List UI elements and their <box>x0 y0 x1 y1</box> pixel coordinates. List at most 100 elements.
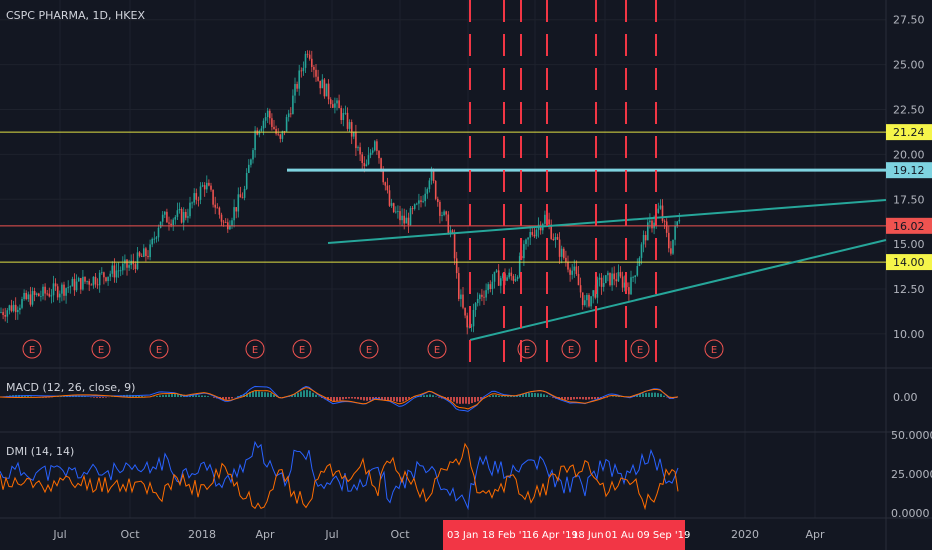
candle-body <box>285 117 288 132</box>
candle-body <box>42 286 44 297</box>
candle-body <box>571 270 573 275</box>
price-tick-label: 20.00 <box>893 148 925 161</box>
candle-body <box>71 278 74 287</box>
macd-bar <box>504 396 506 397</box>
macd-bar <box>99 397 101 398</box>
earnings-marker-label: E <box>98 345 104 356</box>
macd-bar <box>588 397 590 400</box>
candle-body <box>497 270 500 286</box>
macd-bar <box>30 396 32 397</box>
candle-body <box>245 172 248 189</box>
candle-body <box>69 286 72 288</box>
macd-bar <box>519 394 521 397</box>
macd-bar <box>324 397 326 400</box>
macd-bar <box>195 395 197 397</box>
candle-body <box>94 276 97 285</box>
macd-bar <box>141 395 143 397</box>
earnings-marker-label: E <box>252 345 258 356</box>
candle-body <box>82 276 84 290</box>
candle-body <box>567 261 569 270</box>
macd-bar <box>471 397 473 404</box>
candle-body <box>109 273 111 277</box>
candle-body <box>212 189 214 205</box>
candle-body <box>432 171 435 181</box>
candle-body <box>592 290 594 297</box>
candle-body <box>298 70 300 89</box>
macd-bar <box>432 395 434 397</box>
macd-bar <box>390 397 392 401</box>
candle-body <box>544 214 546 224</box>
earnings-icon <box>292 339 312 359</box>
candle-body <box>313 66 315 70</box>
candle-body <box>98 272 101 286</box>
candle-body <box>527 237 529 240</box>
candle-body <box>21 299 23 308</box>
price-tick-label: 27.50 <box>893 14 925 27</box>
candle-body <box>458 273 460 299</box>
macd-bar <box>435 396 437 397</box>
candle-body <box>308 54 311 59</box>
candle-body <box>239 194 242 198</box>
candle-body <box>145 248 147 257</box>
candles <box>0 50 681 335</box>
candle-body <box>0 312 2 313</box>
earnings-marker-label: E <box>568 345 574 356</box>
dmi-tick-label: 25.0000 <box>891 468 932 481</box>
candle-body <box>491 281 494 289</box>
candle-body <box>290 113 292 115</box>
earnings-icon <box>245 339 265 359</box>
candle-body <box>65 288 67 296</box>
candle-body <box>632 277 634 278</box>
candle-body <box>615 279 618 282</box>
candle-body <box>409 208 412 226</box>
candle-body <box>369 152 372 156</box>
candle-body <box>40 296 42 297</box>
candle-body <box>413 204 416 209</box>
candle-body <box>510 272 513 277</box>
candle-body <box>422 201 424 202</box>
macd-bar <box>567 397 569 400</box>
candle-body <box>281 131 284 139</box>
earnings-icon <box>704 339 724 359</box>
candle-body <box>665 221 668 233</box>
candle-body <box>241 197 244 199</box>
candle-body <box>19 307 21 310</box>
candle-body <box>397 211 399 212</box>
candle-body <box>607 272 609 276</box>
macd-bar <box>492 395 494 397</box>
candle-body <box>111 265 114 274</box>
macd-bar <box>255 390 257 397</box>
earnings-marker-label: E <box>637 345 643 356</box>
candle-body <box>579 285 582 293</box>
candle-body <box>439 201 441 216</box>
candle-body <box>157 227 160 238</box>
candle-body <box>50 295 53 297</box>
candle-body <box>605 275 607 284</box>
candle-body <box>27 294 30 300</box>
earnings-marker-label: E <box>711 345 717 356</box>
candle-body <box>151 238 153 245</box>
candle-body <box>388 190 391 206</box>
candle-body <box>437 198 439 202</box>
candle-body <box>90 284 93 286</box>
candle-body <box>262 120 265 129</box>
candle-body <box>206 182 208 190</box>
candle-body <box>103 272 105 278</box>
candle-body <box>92 276 95 286</box>
candle-body <box>598 277 601 280</box>
candle-body <box>273 126 275 129</box>
macd-bar <box>477 397 479 402</box>
candle-body <box>617 272 620 282</box>
earnings-icon <box>561 339 581 359</box>
candle-body <box>277 133 279 135</box>
trend-line-lower <box>469 239 887 341</box>
candle-body <box>243 188 246 198</box>
candle-body <box>470 326 473 328</box>
candle-body <box>271 118 273 127</box>
earnings-icon <box>630 339 650 359</box>
candle-body <box>460 294 462 299</box>
macd-bar <box>351 397 353 399</box>
macd-bar <box>306 389 308 397</box>
